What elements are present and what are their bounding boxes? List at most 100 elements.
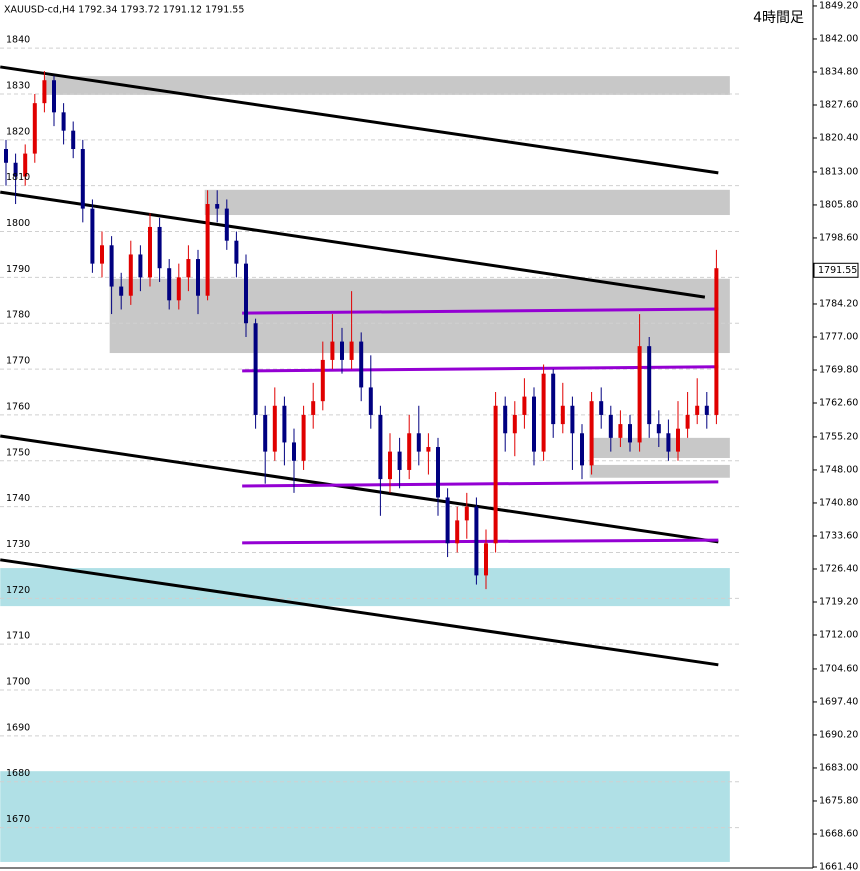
candle-body <box>656 424 661 434</box>
trendline <box>0 434 719 544</box>
candle-body <box>128 254 133 296</box>
zone <box>589 437 730 459</box>
y2-tick-label: 1719.20 <box>819 596 858 607</box>
y2-tick-label: 1748.00 <box>819 464 858 475</box>
candle-body <box>23 153 28 177</box>
candle-body <box>205 204 210 296</box>
candle-body <box>647 346 652 425</box>
y2-tick-label: 1755.20 <box>819 431 858 442</box>
y-tick-label: 1740 <box>6 493 30 504</box>
y2-tick-label: 1683.00 <box>819 762 858 773</box>
candle-body <box>532 396 536 452</box>
candle-body <box>263 414 268 452</box>
candle-body <box>253 323 258 415</box>
candle-body <box>349 341 354 360</box>
grid <box>0 47 740 829</box>
candle-body <box>522 396 527 415</box>
candle-body <box>484 543 488 576</box>
candles <box>4 71 719 590</box>
y2-tick-label: 1813.00 <box>819 166 858 177</box>
trendline <box>0 190 706 299</box>
candle-body <box>368 387 373 415</box>
candle-body <box>186 259 191 278</box>
candle-body <box>455 520 460 544</box>
candle-body <box>570 405 575 434</box>
candle-body <box>13 162 18 177</box>
candle-body <box>272 405 277 452</box>
y-tick-label: 1790 <box>6 264 30 275</box>
candle-body <box>138 254 143 278</box>
y2-tick-label: 1661.40 <box>819 862 858 871</box>
candle-body <box>493 405 498 544</box>
y2-tick-label: 1668.60 <box>819 828 858 839</box>
candle-body <box>560 405 565 425</box>
candle-body <box>90 208 95 264</box>
y2-tick-label: 1842.00 <box>819 33 858 44</box>
last-price-label: 1791.55 <box>818 265 857 276</box>
y2-tick-label: 1675.80 <box>819 795 858 806</box>
y2-tick-label: 1769.80 <box>819 364 858 375</box>
candle-body <box>551 373 556 425</box>
candle-body <box>196 259 200 296</box>
candle-body <box>388 451 392 480</box>
y-tick-label: 1780 <box>6 310 30 321</box>
y2-tick-label: 1690.20 <box>819 729 858 740</box>
candle-body <box>301 414 306 461</box>
candle-body <box>215 204 220 209</box>
y2-tick-label: 1697.40 <box>819 696 858 707</box>
candle-body <box>407 433 412 470</box>
y2-tick-label: 1777.00 <box>819 331 858 342</box>
zone <box>589 464 730 478</box>
candle-body <box>541 373 546 452</box>
y-tick-label: 1760 <box>6 401 30 412</box>
trendline <box>242 307 719 315</box>
trendline <box>242 480 719 488</box>
candle-body <box>426 447 431 452</box>
candle-body <box>292 442 296 461</box>
y2-tick-label: 1827.60 <box>819 99 858 110</box>
y2-tick-label: 1762.60 <box>819 398 858 409</box>
y-tick-label: 1730 <box>6 539 30 550</box>
candle-body <box>359 341 364 388</box>
y-tick-label: 1700 <box>6 677 30 688</box>
candle-body <box>445 497 450 544</box>
trendline <box>242 538 719 545</box>
zone <box>0 568 730 607</box>
y-tick-label: 1720 <box>6 585 30 596</box>
candle-body <box>167 268 172 301</box>
candle-body <box>71 130 76 150</box>
candle-body <box>618 424 623 438</box>
y-tick-label: 1830 <box>6 80 30 91</box>
y-tick-label: 1810 <box>6 172 30 183</box>
candle-body <box>397 451 402 470</box>
candle-body <box>512 414 517 434</box>
candle-body <box>100 245 104 264</box>
candle-body <box>234 240 239 264</box>
last-price-box <box>813 262 859 278</box>
candle-body <box>80 149 85 209</box>
zone <box>109 278 730 354</box>
y2-tick-label: 1849.20 <box>819 0 858 11</box>
candle-body <box>599 401 604 415</box>
candle-body <box>416 433 421 452</box>
candle-body <box>157 226 162 269</box>
y2-tick-label: 1704.60 <box>819 663 858 674</box>
y-tick-label: 1800 <box>6 218 30 229</box>
candle-body <box>330 341 335 360</box>
y-tick-label: 1710 <box>6 631 30 642</box>
candle-body <box>32 103 37 154</box>
candle-body <box>109 245 114 287</box>
y-tick-label: 1820 <box>6 126 30 137</box>
candle-body <box>61 112 66 131</box>
y2-tick-label: 1726.40 <box>819 563 858 574</box>
axis: 1670 1680 1690 1700 1710 1720 1730 1740 1750 1760… <box>6 0 859 871</box>
candle-body <box>714 268 719 415</box>
candle-body <box>244 263 248 324</box>
candle-body <box>676 428 680 452</box>
candle-body <box>176 277 181 301</box>
candle-body <box>378 414 383 480</box>
candle-body <box>42 80 47 104</box>
y2-tick-label: 1740.80 <box>819 497 858 508</box>
